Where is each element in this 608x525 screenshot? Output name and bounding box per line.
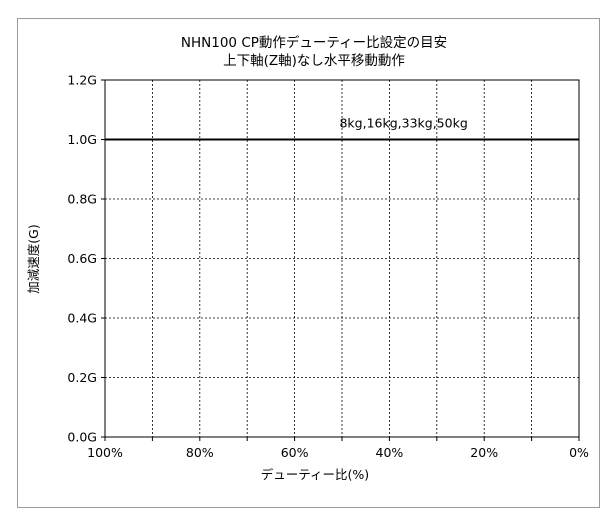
chart-title-line-1: NHN100 CP動作デューティー比設定の目安 <box>181 34 447 51</box>
series-annotation: 8kg,16kg,33kg,50kg <box>339 116 467 131</box>
chart-frame: 0.0G 0.2G 0.4G 0.6G 0.8G 1.0G 1.2G 100% 80% 60% 40… <box>17 18 600 508</box>
y-axis-label: 加減速度(G) <box>26 224 41 293</box>
y-tick-label: 1.2G <box>67 73 97 88</box>
tick-layer: 0.0G 0.2G 0.4G 0.6G 0.8G 1.0G 1.2G 100% 80% 60% 40… <box>67 73 589 461</box>
y-tick-label: 0.0G <box>67 430 97 445</box>
duty-ratio-chart: 0.0G 0.2G 0.4G 0.6G 0.8G 1.0G 1.2G 100% 80% 60% 40… <box>18 19 601 509</box>
x-tick-label: 20% <box>470 445 498 460</box>
chart-title-line-2: 上下軸(Z軸)なし水平移動動作 <box>223 53 405 69</box>
y-tick-label: 0.6G <box>67 251 97 266</box>
x-tick-label: 40% <box>376 445 404 460</box>
y-tick-label: 0.4G <box>67 311 97 326</box>
x-tick-label: 100% <box>87 445 123 460</box>
x-tick-label: 80% <box>186 445 214 460</box>
y-tick-label: 0.8G <box>67 192 97 207</box>
y-tick-label: 0.2G <box>67 370 97 385</box>
x-axis-label: デューティー比(%) <box>261 467 369 482</box>
y-tick-label: 1.0G <box>67 132 97 147</box>
x-tick-label: 60% <box>281 445 309 460</box>
x-tick-label: 0% <box>569 445 589 460</box>
grid-layer <box>105 80 579 437</box>
